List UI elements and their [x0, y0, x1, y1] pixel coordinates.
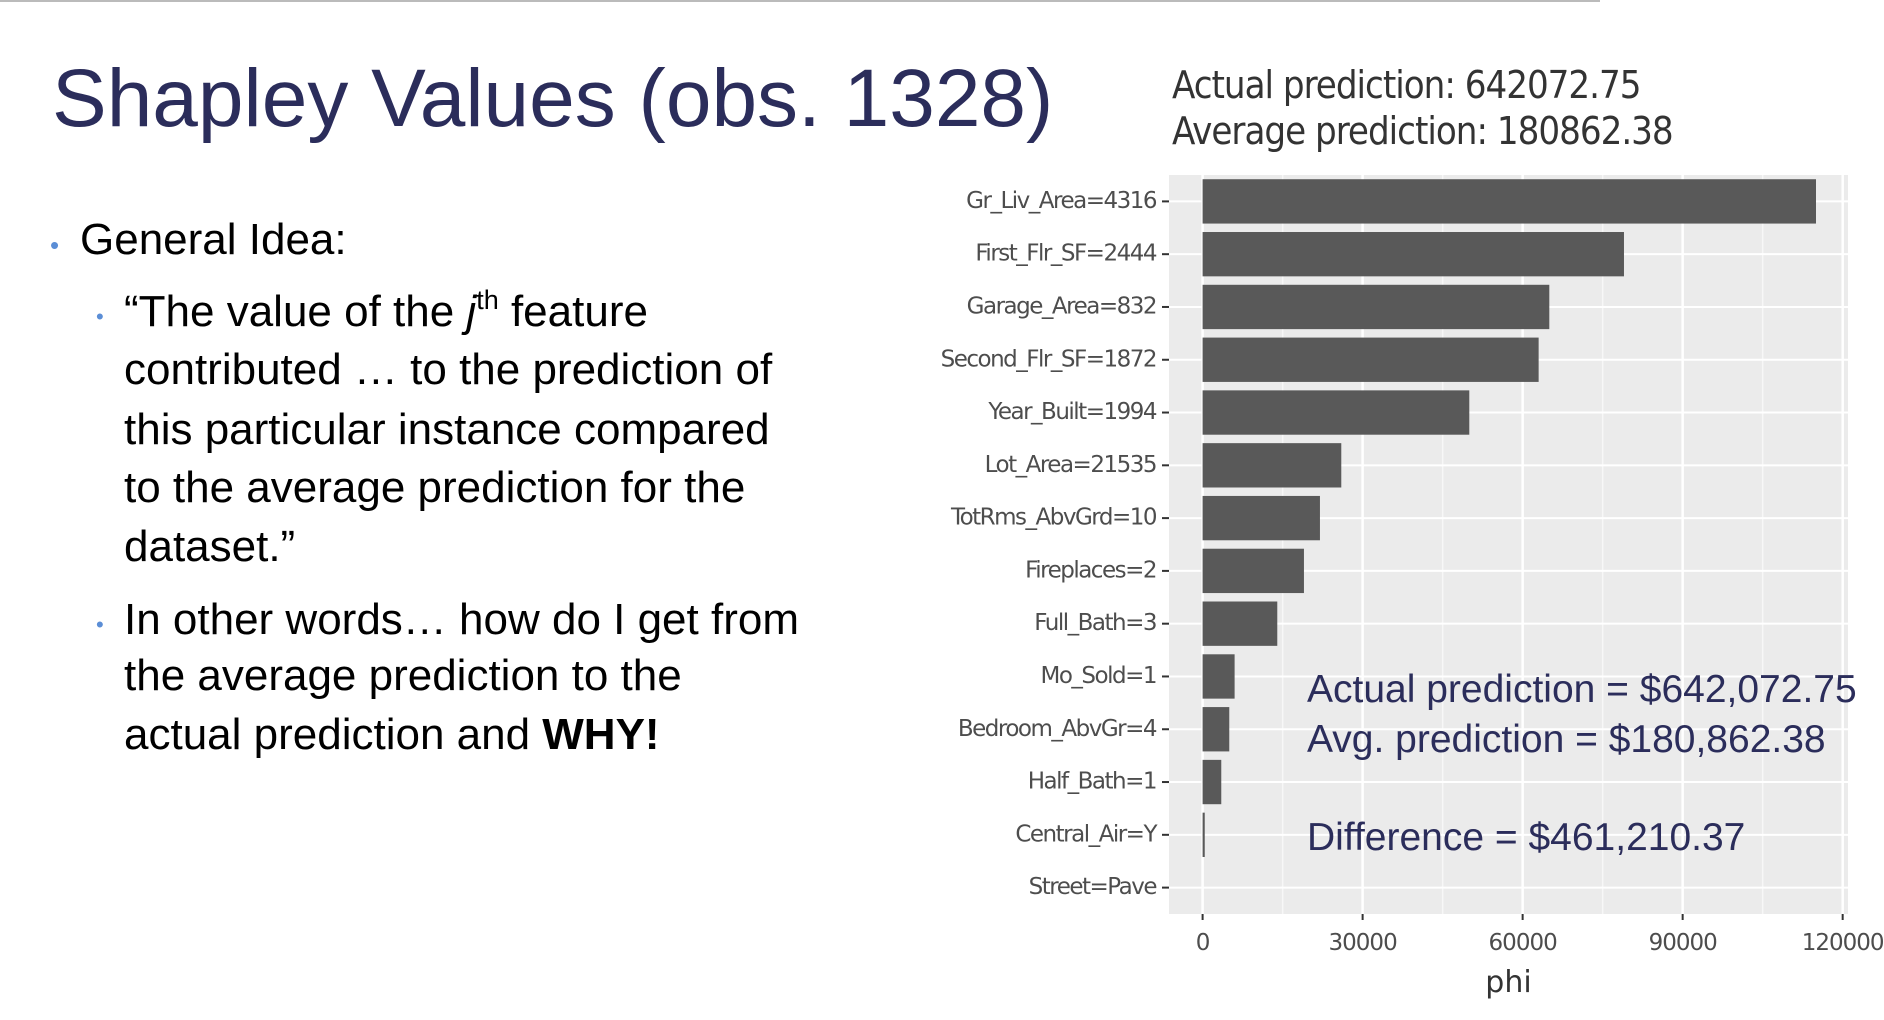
y-tick-label: Second_Flr_SF=1872	[941, 346, 1156, 372]
y-tick-label: Bedroom_AbvGr=4	[958, 716, 1157, 742]
bar	[1202, 707, 1230, 752]
y-tick-label: Garage_Area=832	[967, 293, 1156, 319]
bullet-dot: •	[96, 612, 104, 637]
x-tick-label: 0	[1196, 930, 1210, 956]
chart-subtitle: Average prediction: 180862.38	[1172, 109, 1673, 153]
sub-bullet-line: dataset.”	[124, 522, 295, 571]
bar	[1202, 179, 1816, 224]
annotation: Avg. prediction = $180,862.38	[1307, 718, 1826, 761]
y-tick-label: Central_Air=Y	[1015, 821, 1158, 847]
bar	[1202, 601, 1278, 646]
sub-bullet-line: this particular instance compared	[124, 405, 770, 454]
bar	[1202, 759, 1222, 805]
sub-bullet-line: actual prediction and WHY!	[124, 710, 660, 759]
sub-bullet-line: In other words… how do I get from	[124, 595, 799, 644]
sub-bullet-line: “The value of the jth feature	[124, 285, 648, 336]
bar	[1202, 284, 1550, 330]
text-part: “The value of the	[124, 287, 466, 336]
bar	[1202, 337, 1539, 382]
y-tick-label: Mo_Sold=1	[1041, 663, 1156, 689]
y-tick-label: TotRms_AbvGrd=10	[950, 505, 1157, 531]
bar	[1202, 812, 1205, 857]
annotation: Actual prediction = $642,072.75	[1307, 668, 1857, 711]
bar	[1202, 654, 1235, 699]
bar	[1202, 443, 1342, 488]
y-tick-label: Half_Bath=1	[1028, 769, 1156, 795]
sub-bullet-line: to the average prediction for the	[124, 463, 745, 512]
y-tick-label: Lot_Area=21535	[985, 452, 1156, 478]
y-tick-label: Full_Bath=3	[1034, 610, 1156, 636]
text-part: feature	[499, 287, 648, 336]
text-part: actual prediction and	[124, 710, 542, 759]
bar	[1202, 495, 1320, 541]
bar	[1202, 232, 1624, 277]
x-tick-label: 60000	[1489, 930, 1558, 956]
x-tick-label: 90000	[1649, 930, 1718, 956]
bar	[1202, 548, 1304, 594]
y-tick-label: Fireplaces=2	[1025, 557, 1156, 583]
x-tick-label: 30000	[1329, 930, 1398, 956]
y-tick-label: Year_Built=1994	[987, 399, 1157, 425]
sub-bullet-line: contributed … to the prediction of	[124, 345, 773, 394]
annotation: Difference = $461,210.37	[1307, 816, 1745, 859]
y-tick-label: First_Flr_SF=2444	[975, 241, 1156, 267]
sub-bullet-line: the average prediction to the	[124, 651, 682, 700]
slide-title: Shapley Values (obs. 1328)	[52, 53, 1053, 144]
text-part: WHY!	[542, 710, 659, 759]
x-axis-label: phi	[1485, 965, 1531, 1000]
y-tick-label: Street=Pave	[1029, 874, 1157, 900]
x-tick-label: 120000	[1802, 930, 1884, 956]
bullet-dot: •	[96, 304, 104, 329]
bullet: General Idea:	[80, 215, 347, 264]
bullet-dot: •	[50, 230, 59, 260]
superscript: th	[476, 285, 499, 315]
y-tick-label: Gr_Liv_Area=4316	[966, 188, 1157, 214]
bar	[1202, 390, 1470, 435]
chart-subtitle: Actual prediction: 642072.75	[1172, 63, 1641, 107]
